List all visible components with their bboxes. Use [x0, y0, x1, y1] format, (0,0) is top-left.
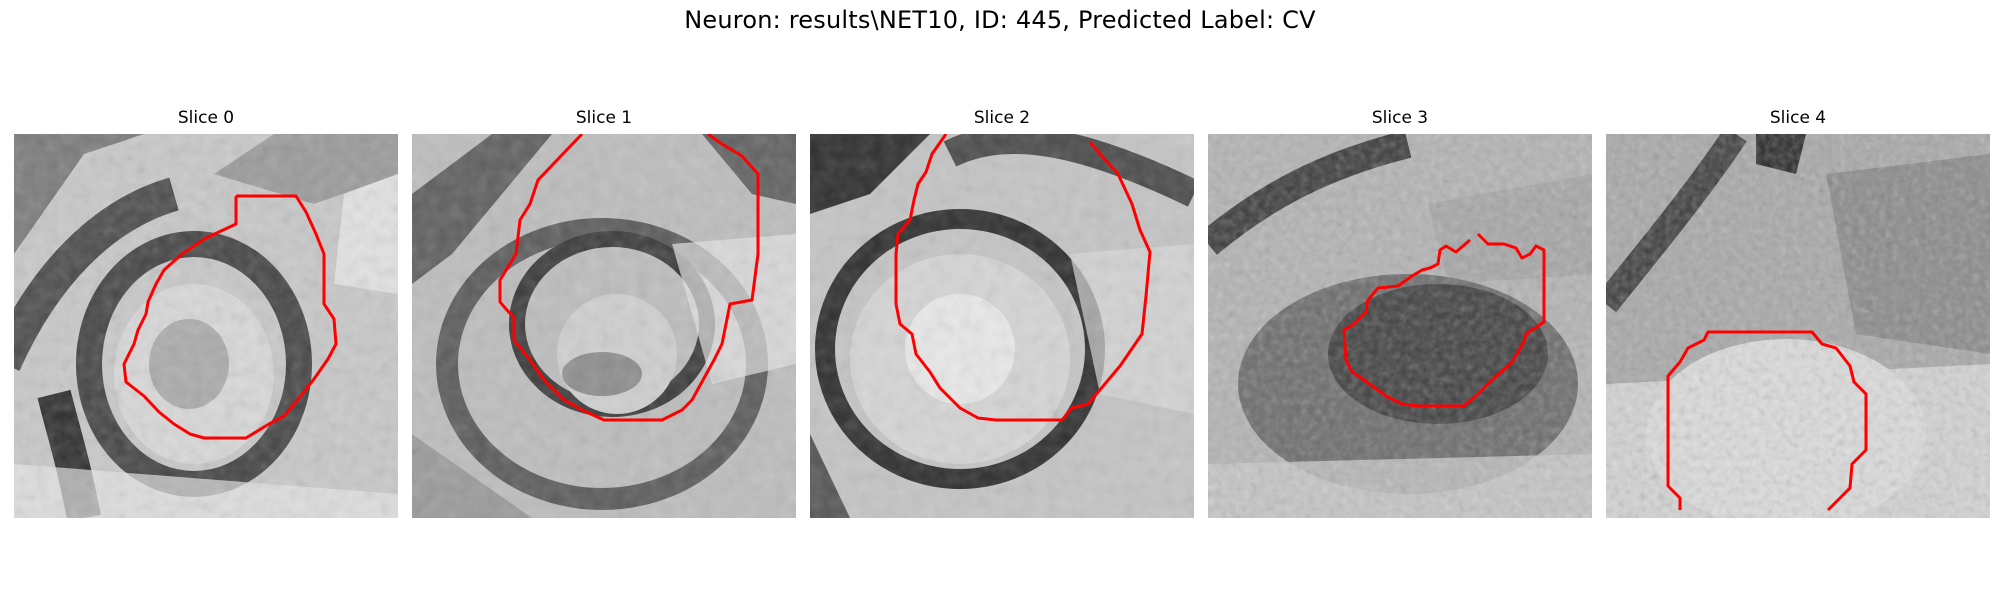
slice-image-1: [412, 134, 796, 518]
contour-line: [1342, 232, 1546, 408]
contour-line: [894, 134, 1152, 422]
contour-line: [1666, 330, 1868, 512]
slice-title: Slice 4: [1769, 108, 1827, 128]
contour-line: [498, 134, 760, 422]
contour-line: [122, 194, 338, 440]
figure-title: Neuron: results\NET10, ID: 445, Predicte…: [684, 6, 1316, 34]
slice-image-3: [1208, 134, 1592, 518]
slice-title: Slice 3: [1371, 108, 1429, 128]
slice-image-2: [810, 134, 1194, 518]
slice-image-0: [14, 134, 398, 518]
slice-title: Slice 2: [973, 108, 1031, 128]
slice-image-4: [1606, 134, 1990, 518]
slice-title: Slice 0: [177, 108, 235, 128]
slice-title: Slice 1: [575, 108, 633, 128]
